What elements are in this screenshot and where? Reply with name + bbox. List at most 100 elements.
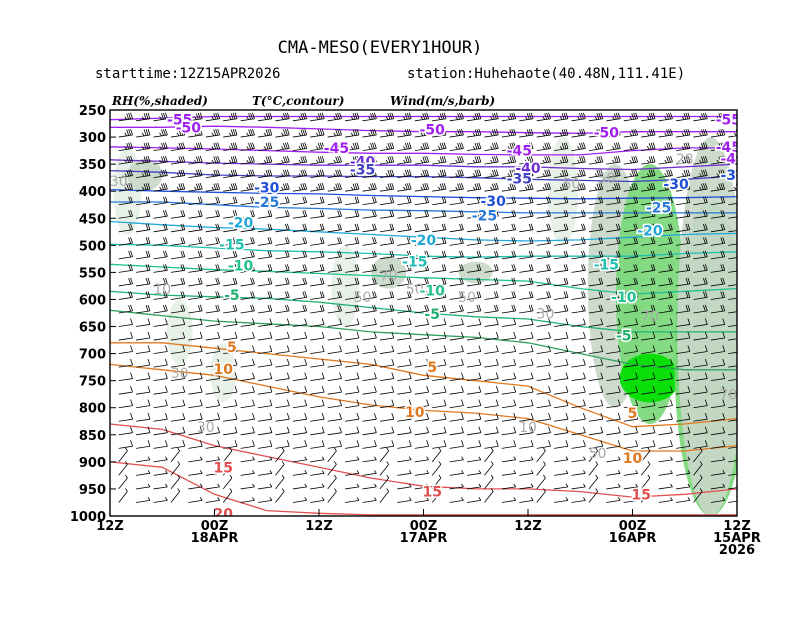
- wind-barb: [658, 440, 673, 449]
- temperature-contour: [110, 263, 737, 295]
- wind-barb: [641, 182, 656, 192]
- wind-barb: [658, 304, 673, 314]
- wind-barb: [710, 413, 726, 422]
- wind-barb: [362, 182, 377, 192]
- wind-barb: [606, 358, 621, 368]
- wind-barb: [362, 196, 377, 206]
- wind-barb: [588, 474, 598, 490]
- wind-barb: [327, 277, 342, 287]
- wind-barbs-layer: [118, 112, 737, 503]
- wind-barb: [223, 318, 238, 327]
- wind-barb: [449, 470, 464, 476]
- wind-barb: [432, 318, 447, 327]
- wind-barb: [379, 447, 389, 463]
- wind-barb: [275, 426, 290, 436]
- wind-barb: [379, 182, 395, 192]
- wind-barb: [641, 291, 656, 300]
- wind-barb: [432, 385, 447, 395]
- wind-barb: [275, 223, 290, 233]
- wind-barb: [223, 291, 238, 300]
- wind-barb: [658, 182, 673, 192]
- y-tick-label: 450: [79, 212, 106, 227]
- rh-label: 50: [597, 171, 615, 187]
- wind-barb: [432, 413, 447, 422]
- wind-barb: [519, 182, 534, 192]
- wind-barb: [554, 237, 569, 246]
- wind-barb: [554, 456, 569, 463]
- wind-barb: [658, 358, 673, 368]
- wind-barb: [379, 372, 395, 382]
- wind-barb: [257, 128, 273, 138]
- rh-label: 50: [354, 290, 372, 306]
- wind-barb: [675, 483, 691, 490]
- wind-barb: [136, 112, 151, 122]
- wind-barb: [710, 497, 726, 503]
- wind-barb: [310, 497, 325, 503]
- wind-barb: [658, 385, 673, 395]
- temperature-label: -50: [420, 122, 446, 138]
- wind-barb: [710, 331, 726, 341]
- wind-barb: [501, 128, 517, 138]
- wind-barb: [170, 440, 186, 449]
- rh-region: [127, 158, 163, 192]
- wind-barb: [449, 345, 464, 354]
- wind-barb: [449, 277, 464, 287]
- wind-barb: [188, 483, 203, 490]
- legend-rh: RH(%,shaded): [111, 94, 208, 108]
- wind-barb: [432, 210, 447, 219]
- wind-barb: [310, 237, 325, 246]
- y-tick-label: 700: [79, 348, 106, 363]
- wind-barb: [466, 399, 482, 409]
- wind-barb: [379, 264, 395, 273]
- wind-barb: [240, 318, 255, 327]
- wind-barb: [675, 304, 691, 314]
- wind-barb: [170, 447, 180, 463]
- wind-barb: [693, 223, 708, 233]
- wind-barb: [397, 331, 412, 341]
- wind-barb: [554, 304, 569, 314]
- wind-barb: [519, 277, 534, 287]
- wind-barb: [641, 318, 656, 327]
- wind-barb: [641, 277, 656, 287]
- wind-barb: [275, 264, 290, 273]
- wind-barb: [693, 196, 708, 206]
- wind-barb: [588, 210, 604, 219]
- wind-barb: [588, 223, 604, 233]
- wind-barb: [153, 112, 168, 122]
- wind-barb: [588, 304, 604, 314]
- x-tick-label: 15APR: [713, 531, 761, 546]
- wind-barb: [606, 483, 621, 490]
- temperature-label: -50: [594, 126, 620, 142]
- wind-barb: [379, 399, 395, 409]
- wind-barb: [257, 182, 273, 192]
- wind-barb: [623, 128, 639, 138]
- wind-barb: [310, 358, 325, 368]
- wind-barb: [397, 210, 412, 219]
- wind-barb: [484, 385, 499, 395]
- wind-barb: [536, 196, 551, 206]
- wind-barb: [240, 440, 255, 449]
- wind-barb: [588, 440, 604, 449]
- wind-barb: [257, 497, 273, 503]
- wind-barb: [222, 447, 233, 463]
- wind-barb: [414, 413, 430, 422]
- wind-barb: [118, 461, 128, 476]
- wind-barb: [397, 385, 412, 395]
- wind-barb: [466, 345, 482, 354]
- wind-barb: [136, 470, 151, 476]
- wind-barb: [118, 413, 133, 422]
- wind-barb: [327, 112, 342, 122]
- wind-barb: [623, 264, 639, 273]
- wind-barb: [362, 331, 377, 341]
- wind-barb: [432, 304, 447, 314]
- wind-barb: [484, 155, 499, 165]
- wind-barb: [640, 461, 651, 476]
- wind-barb: [292, 497, 308, 503]
- wind-barb: [728, 500, 737, 503]
- wind-barb: [431, 447, 442, 463]
- wind-barb: [693, 291, 708, 300]
- wind-barb: [571, 196, 586, 206]
- wind-barb: [240, 470, 255, 476]
- wind-barb: [588, 447, 598, 463]
- wind-barb: [414, 182, 430, 192]
